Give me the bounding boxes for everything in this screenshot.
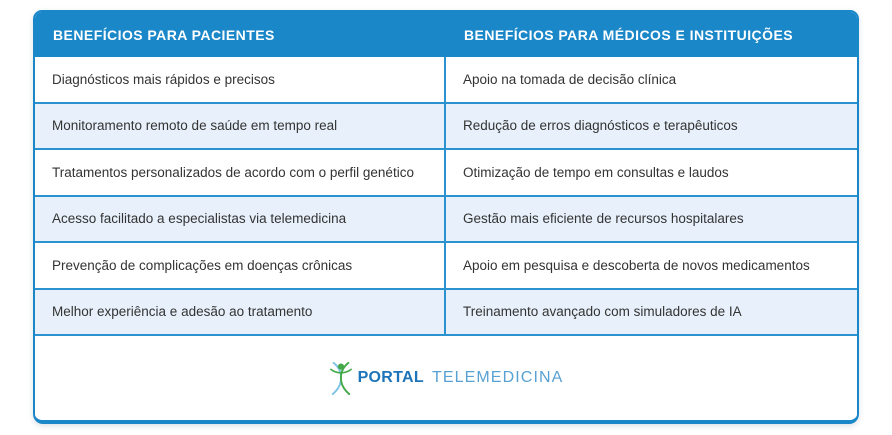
table-cell: Acesso facilitado a especialistas via te… <box>35 196 446 241</box>
brand-name-telemedicina: TELEMEDICINA <box>431 369 564 386</box>
table-cell: Monitoramento remoto de saúde em tempo r… <box>35 103 446 148</box>
column-header-patients: BENEFÍCIOS PARA PACIENTES <box>53 26 275 43</box>
table-cell: Melhor experiência e adesão ao tratament… <box>35 289 446 334</box>
table-row: Diagnósticos mais rápidos e precisos Apo… <box>35 57 857 102</box>
table-cell: Otimização de tempo em consultas e laudo… <box>463 164 729 180</box>
table-footer: PORTAL TELEMEDICINA <box>35 334 857 420</box>
brand-name-portal: PORTAL <box>357 369 424 386</box>
table-row: Melhor experiência e adesão ao tratament… <box>35 287 857 334</box>
person-figure-icon <box>329 361 353 395</box>
table-row: Tratamentos personalizados de acordo com… <box>35 148 857 195</box>
table-cell: Prevenção de complicações em doenças crô… <box>35 243 446 288</box>
portal-telemedicina-logo: PORTAL TELEMEDICINA <box>329 361 564 395</box>
table-header-row: BENEFÍCIOS PARA PACIENTES BENEFÍCIOS PAR… <box>35 12 857 57</box>
table-row: Monitoramento remoto de saúde em tempo r… <box>35 101 857 148</box>
table-row: Prevenção de complicações em doenças crô… <box>35 241 857 288</box>
table-cell: Gestão mais eficiente de recursos hospit… <box>463 211 744 227</box>
table-cell: Treinamento avançado com simuladores de … <box>463 304 742 320</box>
table-body: Diagnósticos mais rápidos e precisos Apo… <box>35 57 857 334</box>
table-cell: Tratamentos personalizados de acordo com… <box>35 150 446 195</box>
table-cell: Apoio na tomada de decisão clínica <box>463 71 677 87</box>
table-cell: Apoio em pesquisa e descoberta de novos … <box>463 257 810 273</box>
table-row: Acesso facilitado a especialistas via te… <box>35 194 857 241</box>
column-header-doctors-institutions: BENEFÍCIOS PARA MÉDICOS E INSTITUIÇÕES <box>464 26 794 43</box>
table-cell: Redução de erros diagnósticos e terapêut… <box>463 118 738 134</box>
benefits-table: BENEFÍCIOS PARA PACIENTES BENEFÍCIOS PAR… <box>33 10 859 424</box>
table-cell: Diagnósticos mais rápidos e precisos <box>35 57 446 102</box>
